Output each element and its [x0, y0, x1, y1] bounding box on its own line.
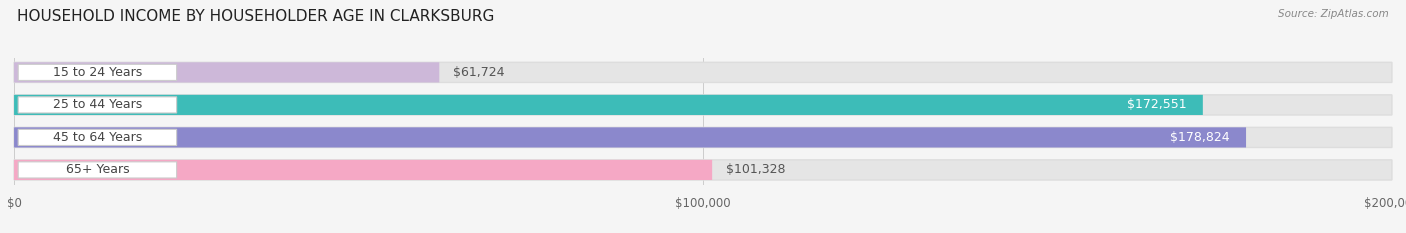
- Text: $61,724: $61,724: [453, 66, 505, 79]
- FancyBboxPatch shape: [18, 64, 177, 80]
- FancyBboxPatch shape: [14, 62, 439, 82]
- Text: 65+ Years: 65+ Years: [66, 163, 129, 176]
- FancyBboxPatch shape: [14, 160, 713, 180]
- Text: Source: ZipAtlas.com: Source: ZipAtlas.com: [1278, 9, 1389, 19]
- FancyBboxPatch shape: [14, 127, 1246, 147]
- Text: $101,328: $101,328: [725, 163, 786, 176]
- Text: $178,824: $178,824: [1170, 131, 1229, 144]
- FancyBboxPatch shape: [14, 127, 1392, 147]
- Text: 45 to 64 Years: 45 to 64 Years: [53, 131, 142, 144]
- FancyBboxPatch shape: [14, 160, 1392, 180]
- Text: HOUSEHOLD INCOME BY HOUSEHOLDER AGE IN CLARKSBURG: HOUSEHOLD INCOME BY HOUSEHOLDER AGE IN C…: [17, 9, 495, 24]
- Text: $172,551: $172,551: [1126, 98, 1187, 111]
- FancyBboxPatch shape: [18, 162, 177, 178]
- Text: 15 to 24 Years: 15 to 24 Years: [53, 66, 142, 79]
- FancyBboxPatch shape: [14, 95, 1202, 115]
- FancyBboxPatch shape: [14, 62, 1392, 82]
- Text: 25 to 44 Years: 25 to 44 Years: [53, 98, 142, 111]
- FancyBboxPatch shape: [14, 95, 1392, 115]
- FancyBboxPatch shape: [18, 97, 177, 113]
- FancyBboxPatch shape: [18, 129, 177, 145]
